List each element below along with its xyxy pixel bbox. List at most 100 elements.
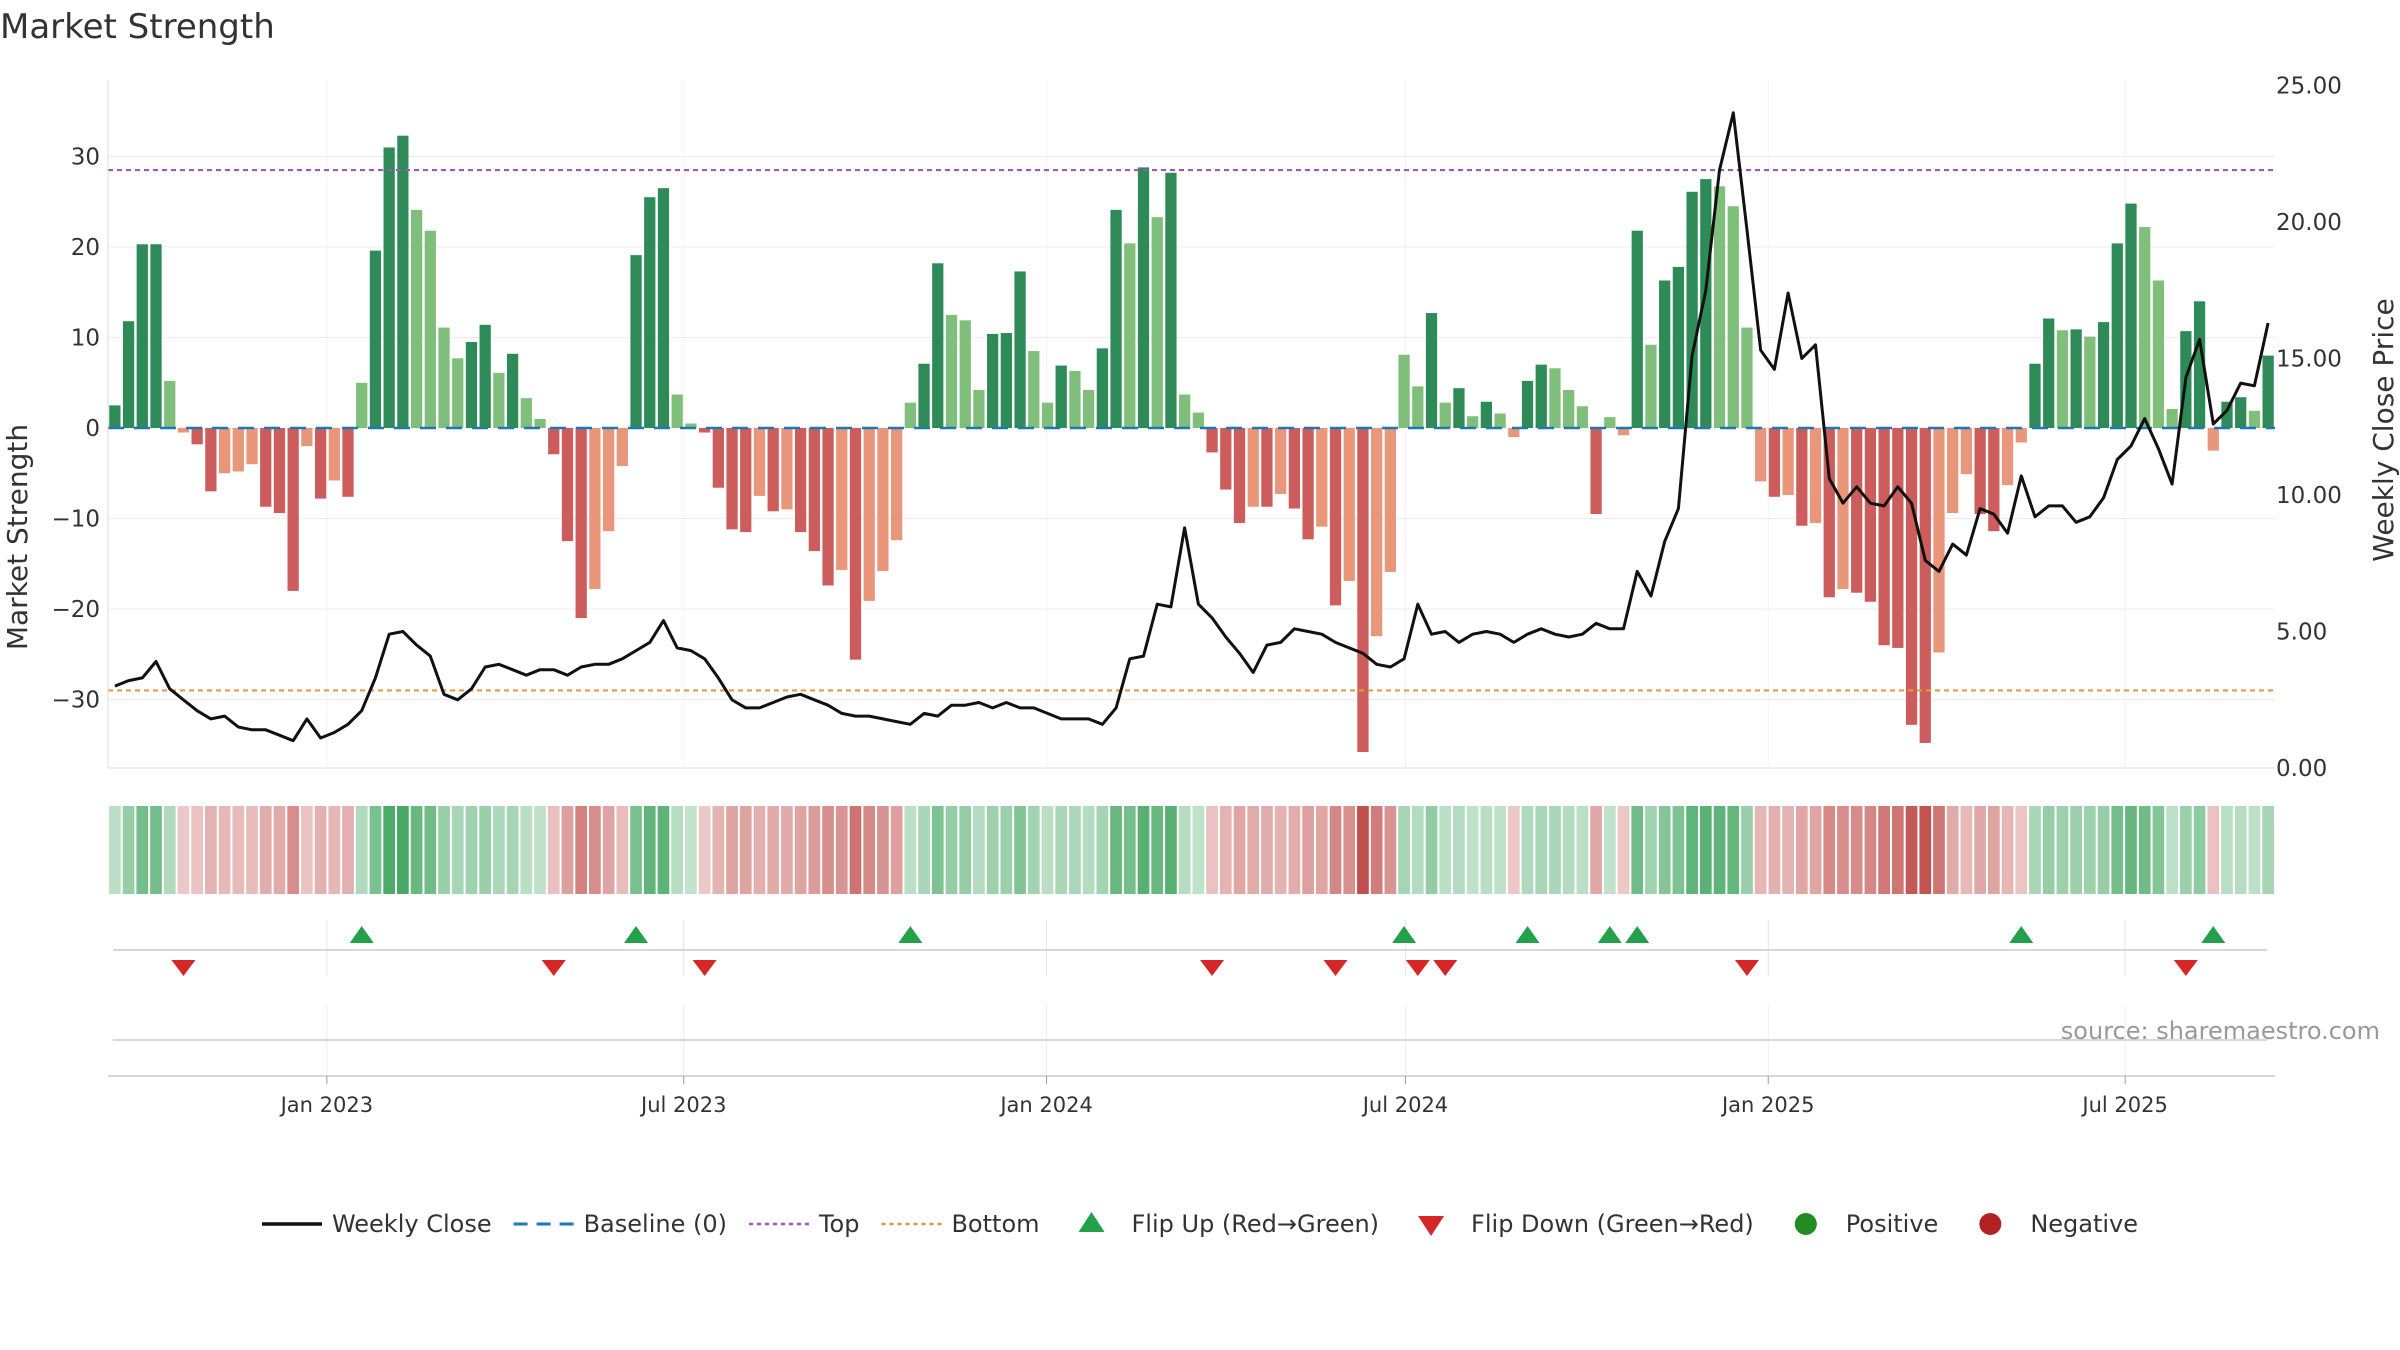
flip-down-marker — [1734, 960, 1759, 976]
heat-cell — [1782, 806, 1794, 894]
strength-heat-strip — [109, 806, 2274, 894]
heat-cell — [1590, 806, 1602, 894]
heat-cell — [342, 806, 354, 894]
strength-bar — [1233, 428, 1246, 524]
heat-cell — [1261, 806, 1273, 894]
strength-bar — [2235, 397, 2247, 428]
strength-bar — [753, 428, 766, 496]
strength-bar — [808, 428, 820, 552]
heat-cell — [1466, 806, 1479, 894]
strength-bar — [1576, 406, 1589, 428]
y-right-tick-label: 20.00 — [2276, 210, 2342, 236]
date-tick-label: Jul 2024 — [1361, 1093, 1448, 1117]
strength-bar — [342, 428, 354, 497]
strength-bar — [109, 405, 121, 429]
strength-bar — [2152, 280, 2165, 428]
strength-bar — [2097, 322, 2110, 428]
heat-cell — [2001, 806, 2014, 894]
flip-down-marker — [1405, 960, 1430, 976]
heat-cell — [259, 806, 272, 894]
strength-bar — [630, 255, 642, 428]
heat-cell — [1933, 806, 1945, 894]
date-tick-label: Jul 2023 — [639, 1093, 726, 1117]
strength-bar — [657, 188, 670, 428]
strength-bar — [1165, 172, 1177, 428]
y-left-tick-label: −20 — [51, 597, 100, 623]
strength-bar — [1302, 428, 1314, 540]
strength-bar — [2262, 355, 2274, 428]
strength-bar — [602, 428, 615, 532]
strength-bar — [1041, 402, 1054, 428]
strength-bar — [1905, 428, 1918, 725]
y-left-tick-label: 10 — [71, 326, 100, 352]
legend-label: Positive — [1846, 1210, 1939, 1238]
heat-cell — [918, 806, 930, 894]
heat-cell — [273, 806, 286, 894]
strength-bar — [877, 428, 889, 571]
heat-cell — [1274, 806, 1287, 894]
strength-bar — [424, 230, 436, 428]
heat-cell — [685, 806, 697, 894]
heat-cell — [205, 806, 217, 894]
legend-icon-flip-up — [1078, 1212, 1105, 1232]
date-tick-label: Jan 2024 — [998, 1093, 1093, 1117]
strength-bar — [1480, 401, 1492, 428]
legend-label: Weekly Close — [332, 1210, 492, 1238]
strength-bar — [1261, 428, 1273, 507]
heat-cell — [232, 806, 245, 894]
heat-cell — [2111, 806, 2124, 894]
strength-bar — [1919, 428, 1931, 743]
flip-up-marker — [1625, 926, 1650, 943]
heat-cell — [1699, 806, 1712, 894]
flip-down-marker — [171, 960, 196, 976]
y-left-tick-label: 20 — [71, 235, 100, 261]
heat-cell — [1905, 806, 1918, 894]
heat-cell — [355, 806, 368, 894]
heat-cell — [1123, 806, 1136, 894]
heat-cell — [1343, 806, 1356, 894]
strength-bar — [1288, 428, 1300, 509]
strength-bar — [1083, 389, 1095, 428]
heat-cell — [1370, 806, 1383, 894]
heat-cell — [643, 806, 656, 894]
y-right-tick-label: 10.00 — [2276, 483, 2342, 509]
heat-cell — [2029, 806, 2041, 894]
strength-bar — [1782, 428, 1794, 495]
strength-bar — [987, 333, 999, 428]
strength-bar — [904, 402, 916, 428]
heat-cell — [1686, 806, 1698, 894]
y-right-tick-label: 5.00 — [2276, 620, 2327, 646]
strength-bar — [794, 428, 807, 533]
heat-cell — [986, 806, 999, 894]
strength-bar — [561, 428, 574, 542]
strength-bar — [273, 428, 286, 514]
heat-cell — [109, 806, 121, 894]
grid-lines — [108, 80, 2275, 1078]
heat-cell — [122, 806, 135, 894]
strength-bar — [1864, 428, 1877, 602]
heat-cell — [630, 806, 642, 894]
heat-cell — [150, 806, 162, 894]
strength-bar — [1014, 271, 1026, 428]
strength-bar — [2056, 330, 2069, 428]
strength-bar — [1851, 428, 1863, 593]
heat-cell — [794, 806, 807, 894]
strength-bar — [1179, 394, 1191, 428]
y-left-tick-label: 30 — [71, 145, 100, 171]
heat-cell — [959, 806, 972, 894]
heat-cell — [465, 806, 478, 894]
strength-bar — [1220, 428, 1232, 490]
strength-bar — [1645, 344, 1657, 428]
heat-cell — [1672, 806, 1685, 894]
strength-bar — [1617, 428, 1630, 436]
heat-cell — [1795, 806, 1808, 894]
strength-bar — [452, 358, 464, 428]
strength-bar — [397, 135, 409, 428]
heat-cell — [410, 806, 423, 894]
heat-cell — [1288, 806, 1301, 894]
heat-cell — [191, 806, 204, 894]
strength-bar — [1055, 365, 1067, 428]
strength-bar — [1151, 217, 1163, 428]
strength-bar — [479, 324, 491, 428]
flip-down-marker — [541, 960, 566, 976]
